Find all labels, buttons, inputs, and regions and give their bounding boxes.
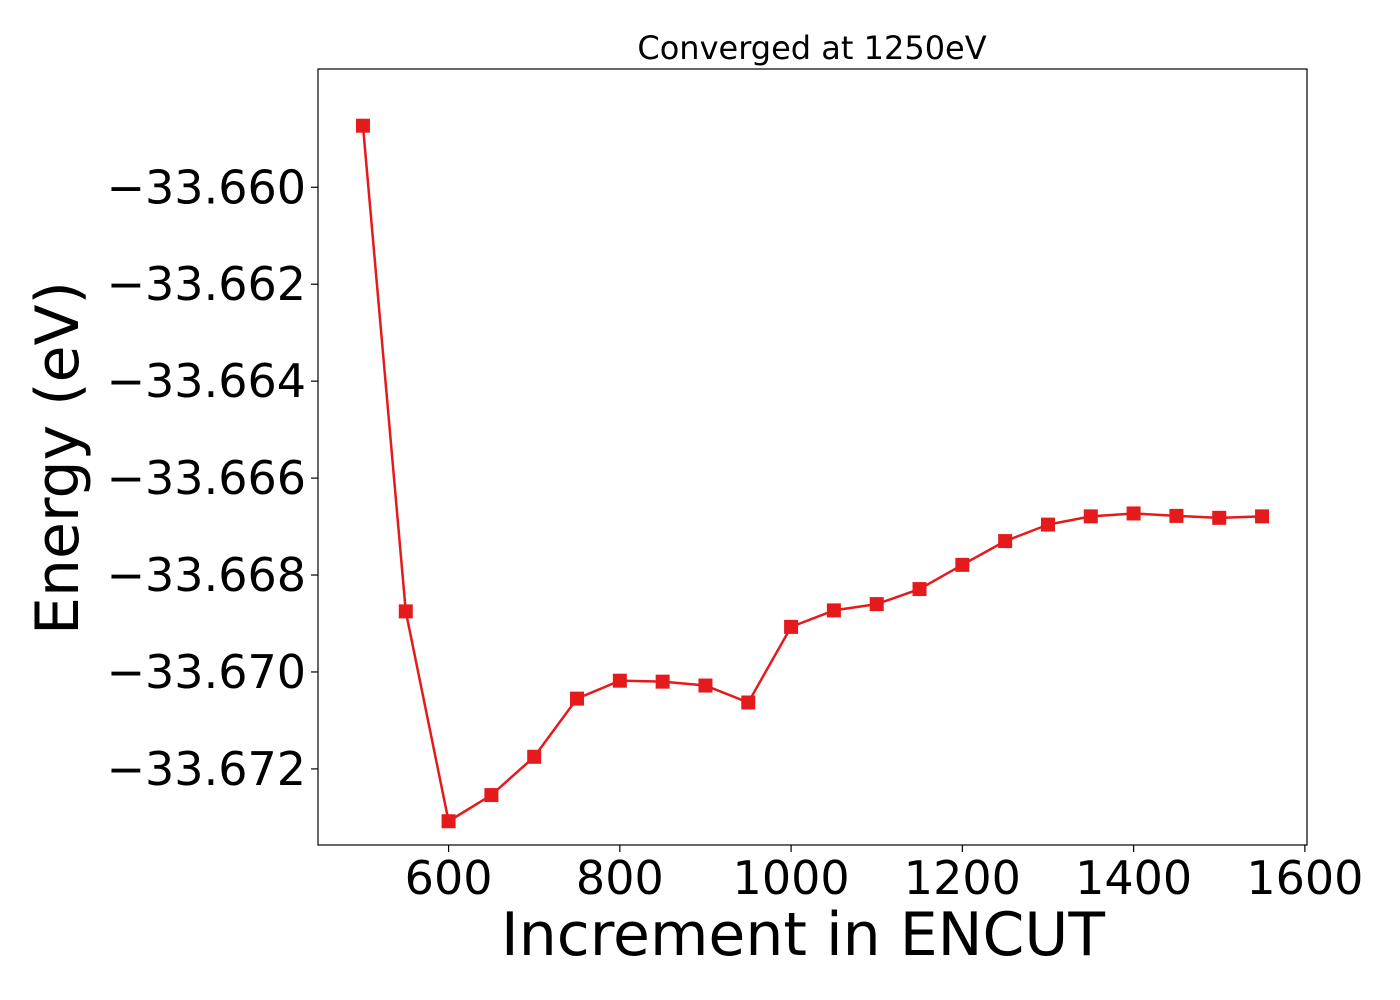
y-tick-label: −33.670 bbox=[107, 645, 307, 699]
x-tick-label: 1400 bbox=[1075, 851, 1192, 905]
data-point-marker bbox=[1126, 506, 1141, 521]
data-point-marker bbox=[355, 118, 370, 133]
y-tick-label: −33.660 bbox=[107, 160, 307, 214]
y-tick-label: −33.662 bbox=[107, 257, 307, 311]
data-point-marker bbox=[741, 695, 756, 710]
x-axis: 600 800 1000 1200 1400 1600 bbox=[405, 845, 1363, 905]
data-point-marker bbox=[484, 788, 499, 803]
data-point-marker bbox=[869, 597, 884, 612]
data-point-marker bbox=[1040, 517, 1055, 532]
series-line bbox=[361, 125, 1263, 823]
plot-area bbox=[317, 68, 1308, 846]
x-tick-label: 1600 bbox=[1246, 851, 1363, 905]
data-point-marker bbox=[612, 673, 627, 688]
data-point-marker bbox=[998, 534, 1013, 549]
x-tick-label: 800 bbox=[576, 851, 664, 905]
x-tick-label: 1200 bbox=[904, 851, 1021, 905]
data-point-marker bbox=[441, 814, 456, 829]
data-point-marker bbox=[912, 582, 927, 597]
data-point-marker bbox=[1212, 510, 1227, 525]
y-axis: −33.660 −33.662 −33.664 −33.666 −33.668 −33.6… bbox=[107, 160, 318, 796]
y-tick-label: −33.666 bbox=[107, 451, 307, 505]
y-tick-label: −33.668 bbox=[107, 548, 307, 602]
x-tick-label: 1000 bbox=[733, 851, 850, 905]
y-axis-label: Energy (eV) bbox=[23, 281, 93, 635]
data-point-marker bbox=[955, 557, 970, 572]
data-point-marker bbox=[1255, 509, 1270, 524]
chart-title: Converged at 1250eV bbox=[637, 29, 986, 67]
data-point-marker bbox=[698, 678, 713, 693]
series-layer bbox=[355, 118, 1270, 829]
data-point-marker bbox=[784, 619, 799, 634]
data-point-marker bbox=[1083, 509, 1098, 524]
data-point-marker bbox=[398, 604, 413, 619]
y-tick-label: −33.664 bbox=[107, 354, 307, 408]
data-point-marker bbox=[527, 749, 542, 764]
data-point-marker bbox=[570, 691, 585, 706]
data-point-marker bbox=[826, 603, 841, 618]
data-point-marker bbox=[1169, 508, 1184, 523]
data-point-marker bbox=[655, 674, 670, 689]
x-tick-label: 600 bbox=[405, 851, 493, 905]
y-tick-label: −33.672 bbox=[107, 742, 307, 796]
x-axis-label: Increment in ENCUT bbox=[501, 900, 1105, 970]
